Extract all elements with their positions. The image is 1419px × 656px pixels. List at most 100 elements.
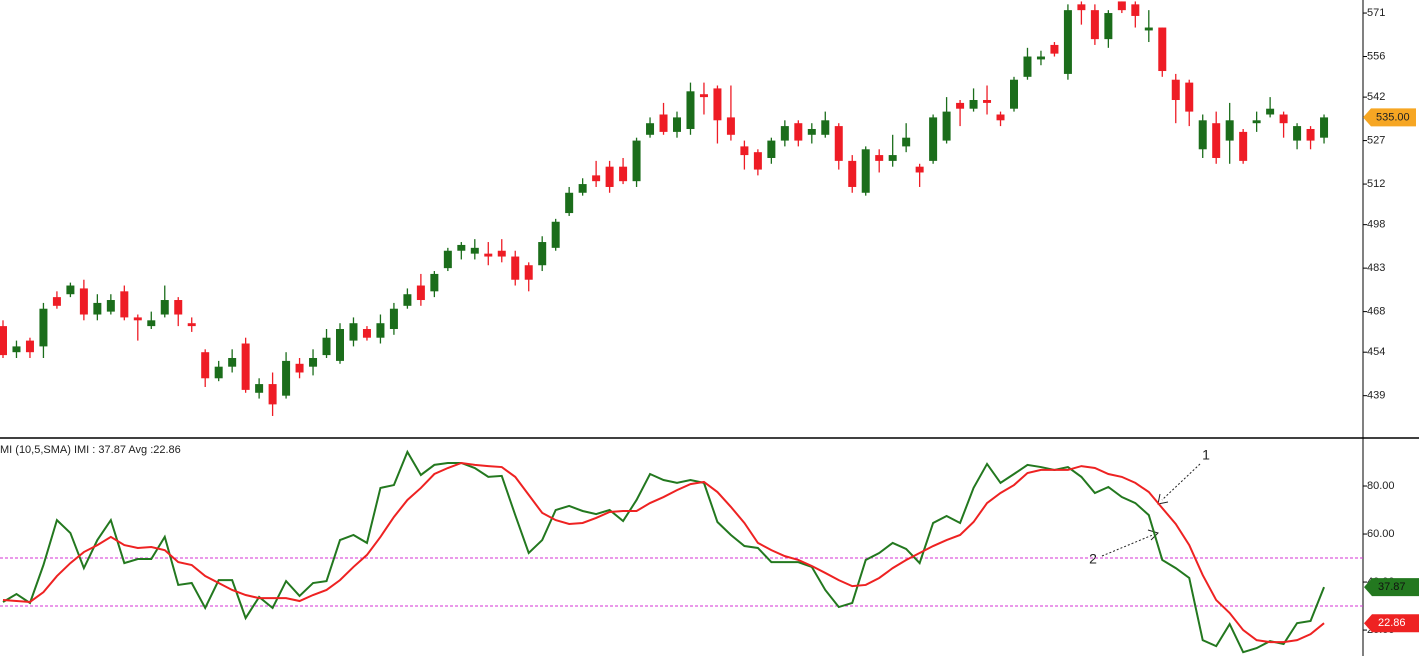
- candle-body: [1239, 131, 1248, 161]
- candle-body: [174, 300, 183, 315]
- candle-body: [605, 166, 614, 187]
- candle-body: [969, 100, 978, 109]
- candle-body: [1320, 117, 1329, 138]
- candle-body: [1104, 13, 1113, 40]
- candle-body: [1198, 120, 1207, 150]
- candle-body: [1090, 10, 1099, 40]
- y-tick-label: 542: [1367, 91, 1385, 103]
- candle-body: [120, 291, 129, 318]
- candle-body: [565, 192, 574, 214]
- candle-body: [12, 346, 21, 353]
- candle-body: [241, 343, 250, 390]
- candle-body: [1266, 108, 1275, 115]
- candle-body: [1185, 82, 1194, 112]
- candles: [0, 1, 1329, 416]
- candle-body: [1144, 27, 1153, 31]
- annotation: 1: [1202, 447, 1210, 463]
- candle-body: [632, 140, 641, 182]
- y-tick-label: 512: [1367, 178, 1385, 190]
- candle-body: [214, 366, 223, 379]
- y-tick-label: 468: [1367, 306, 1385, 318]
- candle-body: [673, 117, 681, 132]
- candle-body: [309, 357, 318, 367]
- candle-body: [767, 140, 776, 158]
- y-tick-label: 571: [1367, 7, 1385, 19]
- value-tag-label: 37.87: [1378, 581, 1406, 593]
- arrow: [1161, 463, 1201, 501]
- candle-body: [578, 184, 587, 193]
- y-tick-label: 454: [1367, 346, 1385, 358]
- arrow: [1101, 533, 1156, 557]
- y-tick-label: 483: [1367, 262, 1385, 274]
- candle-body: [1158, 27, 1167, 72]
- candle-body: [915, 166, 924, 173]
- candle-body: [457, 244, 466, 251]
- candle-body: [592, 175, 601, 182]
- candle-body: [511, 256, 520, 280]
- candle-body: [52, 297, 61, 306]
- candle-body: [996, 114, 1005, 121]
- indicator-line: [2, 449, 1325, 654]
- candle-body: [1306, 128, 1315, 141]
- candle-body: [1225, 120, 1234, 141]
- price-tag-label: 535.00: [1376, 111, 1410, 123]
- y-tick-label: 60.00: [1367, 528, 1395, 540]
- candle-body: [268, 384, 277, 405]
- value-tag-label: 22.86: [1378, 617, 1406, 629]
- candle-body: [942, 111, 951, 141]
- candle-body: [255, 384, 264, 393]
- candle-body: [497, 250, 506, 257]
- candle-body: [66, 285, 75, 295]
- candle-body: [484, 253, 493, 257]
- candle-body: [861, 149, 870, 193]
- candle-body: [389, 308, 398, 330]
- y-tick-label: 527: [1367, 134, 1385, 146]
- y-tick-label: 439: [1367, 390, 1385, 402]
- candle-body: [780, 126, 789, 141]
- candle-body: [39, 308, 48, 347]
- candle-body: [1077, 4, 1086, 11]
- candle-body: [726, 117, 735, 135]
- candle-body: [983, 100, 992, 103]
- candle-body: [619, 166, 628, 182]
- candle-body: [659, 114, 668, 132]
- candle-body: [821, 120, 830, 135]
- candle-body: [1131, 4, 1140, 16]
- candle-body: [430, 273, 439, 292]
- candle-body: [160, 300, 169, 315]
- candle-body: [1063, 10, 1072, 74]
- candle-body: [201, 352, 210, 379]
- candle-body: [1023, 56, 1032, 77]
- candle-body: [443, 250, 452, 269]
- candle-body: [295, 363, 304, 373]
- candle-body: [538, 242, 547, 266]
- candle-body: [740, 146, 749, 156]
- candle-body: [376, 323, 385, 338]
- candle-body: [1212, 123, 1221, 158]
- candle-body: [322, 337, 331, 356]
- candle-body: [956, 102, 965, 109]
- candle-body: [929, 117, 938, 161]
- indicator-title: MI (10,5,SMA) IMI : 37.87 Avg :22.86: [0, 444, 181, 456]
- candle-body: [686, 91, 695, 129]
- y-tick-label: 556: [1367, 50, 1385, 62]
- candle-body: [1050, 44, 1059, 54]
- candle-body: [875, 155, 884, 161]
- candle-body: [362, 329, 371, 338]
- candle-body: [902, 137, 911, 147]
- annotation: 2: [1089, 551, 1097, 567]
- arrow-head: [1147, 529, 1159, 541]
- candle-body: [794, 123, 803, 141]
- candle-body: [888, 155, 897, 161]
- candle-body: [79, 288, 88, 315]
- candle-body: [470, 247, 479, 254]
- candle-body: [551, 221, 560, 248]
- candle-body: [807, 128, 816, 135]
- candle-body: [753, 152, 762, 170]
- candle-body: [416, 285, 425, 301]
- candle-body: [349, 323, 358, 341]
- candle-body: [834, 126, 843, 161]
- candle-body: [646, 123, 655, 135]
